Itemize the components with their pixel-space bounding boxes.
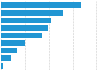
Bar: [1, 2, 80, 8]
Bar: [1, 10, 63, 15]
Bar: [1, 56, 11, 61]
Bar: [1, 40, 25, 46]
Bar: [1, 18, 51, 23]
Bar: [1, 63, 3, 69]
Bar: [1, 25, 48, 31]
Bar: [1, 48, 17, 53]
Bar: [1, 33, 42, 38]
